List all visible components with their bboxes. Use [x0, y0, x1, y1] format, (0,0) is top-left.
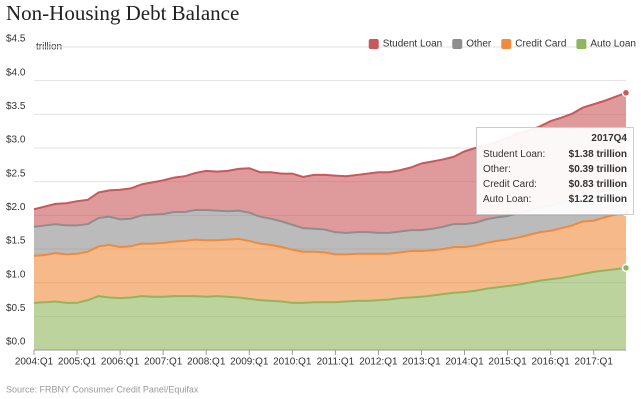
tooltip-row: Student Loan: $1.38 trillion	[483, 149, 627, 160]
end-dot	[621, 263, 631, 273]
area	[34, 211, 626, 303]
tooltip-title: 2017Q4	[591, 133, 627, 144]
line	[33, 210, 627, 257]
x-tick-label: 2017:Q1	[575, 357, 614, 368]
x-tick-label: 2004:Q1	[15, 357, 54, 368]
y-tick-label: $2.5	[6, 168, 26, 179]
x-tick-label: 2010:Q1	[273, 357, 312, 368]
tooltip-label: Other:	[483, 164, 511, 175]
tooltip-label: Credit Card:	[483, 179, 537, 190]
x-tick-label: 2013:Q1	[402, 357, 441, 368]
x-tick-label: 2009:Q1	[230, 357, 269, 368]
tooltip-row: Credit Card: $0.83 trillion	[483, 179, 627, 190]
legend-swatch	[368, 39, 379, 49]
legend-swatch	[452, 39, 463, 49]
x-tick-label: 2006:Q1	[101, 357, 140, 368]
x-tick-label: 2012:Q1	[359, 357, 398, 368]
x-tick-label: 2008:Q1	[187, 357, 226, 368]
y-tick-label: $3.5	[6, 101, 26, 112]
x-tick-label: 2016:Q1	[531, 357, 570, 368]
tooltip-value: $1.38 trillion	[568, 149, 627, 160]
x-tick-label: 2007:Q1	[144, 357, 183, 368]
legend-label: Student Loan	[383, 39, 443, 50]
legend-label: Credit Card	[515, 39, 566, 50]
y-tick-label: $2.0	[6, 202, 26, 213]
area	[34, 267, 626, 350]
y-tick-label: $0.5	[6, 303, 26, 314]
x-tick-label: 2005:Q1	[58, 357, 97, 368]
tooltip-label: Student Loan:	[483, 149, 546, 160]
y-tick-label: $4.0	[6, 67, 26, 78]
chart-title: Non-Housing Debt Balance	[6, 1, 239, 25]
y-tick-label: $1.5	[6, 236, 26, 247]
tooltip: 2017Q4 Student Loan: $1.38 trillion Other:…	[476, 127, 634, 215]
legend-label: Auto Loan	[590, 39, 636, 50]
x-tick-label: 2014:Q1	[445, 357, 484, 368]
source: Source: FRBNY Consumer Credit Panel/Equi…	[6, 384, 199, 394]
tooltip-row: Other: $0.39 trillion	[483, 164, 627, 175]
y-tick-label: $4.5	[6, 34, 26, 45]
tooltip-value: $0.39 trillion	[568, 164, 627, 175]
legend-swatch	[576, 39, 587, 49]
area	[34, 185, 626, 256]
x-tick-label: 2015:Q1	[488, 357, 527, 368]
line	[33, 266, 627, 304]
tooltip-row: Auto Loan: $1.22 trillion	[483, 194, 627, 205]
legend-swatch	[501, 39, 512, 49]
y-tick-label: $3.0	[6, 135, 26, 146]
tooltip-label: Auto Loan:	[483, 194, 532, 205]
x-tick-label: 2011:Q1	[317, 357, 355, 368]
legend-label: Other	[466, 39, 492, 50]
tooltip-value: $1.22 trillion	[568, 194, 627, 205]
y-tick-label: $0.0	[6, 337, 26, 348]
end-dot	[621, 88, 631, 98]
y-tick-label: $1.0	[6, 269, 26, 280]
tooltip-value: $0.83 trillion	[568, 179, 627, 190]
